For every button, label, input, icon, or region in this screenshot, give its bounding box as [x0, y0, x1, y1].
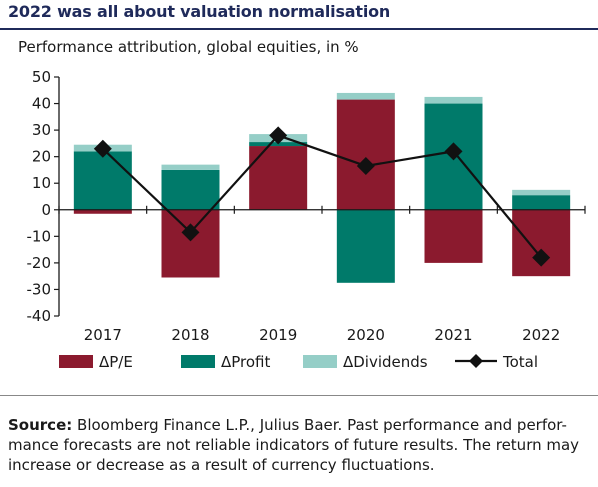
y-tick-label: 0	[41, 201, 51, 219]
bar-delta-pe-2019	[249, 146, 308, 210]
source-label: Source:	[8, 416, 73, 434]
bar-delta-dividends-2020	[336, 92, 395, 100]
bar-delta-dividends-2021	[424, 96, 483, 104]
x-tick-label: 2017	[84, 326, 122, 344]
x-tick-label: 2022	[522, 326, 560, 344]
source-note: Source: Bloomberg Finance L.P., Julius B…	[8, 415, 590, 475]
y-tick-label: 40	[32, 95, 51, 113]
x-tick-label: 2020	[347, 326, 385, 344]
bars-group	[73, 92, 571, 283]
bar-delta-dividends-2018	[161, 164, 220, 170]
y-tick-label: 10	[32, 174, 51, 192]
bar-delta-profit-2017	[73, 151, 132, 210]
legend-label: ΔP/E	[99, 353, 133, 371]
y-tick-label: 30	[32, 121, 51, 139]
y-tick-label: -10	[27, 227, 52, 245]
y-tick-label: -30	[27, 280, 52, 298]
x-tick-label: 2021	[434, 326, 472, 344]
x-tick-label: 2018	[171, 326, 209, 344]
total-line-group	[93, 126, 551, 267]
chart-title: 2022 was all about valuation normalisati…	[8, 2, 391, 21]
axes-group: 50 40 30 20 10 0 -10 -20 -30 -40 2017 2018 2019 2020 2…	[27, 68, 586, 344]
bar-delta-dividends-2022	[512, 189, 571, 196]
legend-label: ΔProfit	[221, 353, 271, 371]
source-text: Bloomberg Finance L.P., Julius Baer. Pas…	[8, 416, 580, 474]
bar-delta-profit-2022	[512, 195, 571, 210]
legend-label: ΔDividends	[343, 353, 428, 371]
total-marker-2022	[532, 248, 551, 267]
total-marker-2018	[181, 223, 200, 242]
total-marker-2021	[444, 142, 463, 161]
legend-swatch	[303, 355, 337, 368]
bar-delta-pe-2020	[336, 99, 395, 210]
legend: ΔP/E ΔProfit ΔDividends Total	[59, 353, 538, 371]
legend-label: Total	[502, 353, 538, 371]
legend-marker	[469, 354, 483, 368]
legend-swatch	[181, 355, 215, 368]
bar-delta-profit-2020	[336, 209, 395, 283]
title-rule	[0, 28, 598, 30]
bar-delta-pe-2018	[161, 209, 220, 278]
chart-subtitle: Performance attribution, global equities…	[18, 38, 359, 56]
bar-delta-pe-2017	[73, 209, 132, 214]
footer-divider	[0, 395, 598, 396]
legend-swatch	[59, 355, 93, 368]
total-marker-2019	[269, 126, 288, 145]
total-marker-2017	[93, 139, 112, 158]
total-line	[102, 134, 543, 259]
y-tick-label: 20	[32, 148, 51, 166]
x-tick-label: 2019	[259, 326, 297, 344]
y-tick-label: -40	[27, 307, 52, 325]
chart-svg: 50 40 30 20 10 0 -10 -20 -30 -40 2017 2018 2019 2020 2…	[27, 68, 586, 371]
y-tick-label: 50	[32, 68, 51, 86]
bar-delta-profit-2018	[161, 169, 220, 210]
bar-delta-pe-2021	[424, 209, 483, 263]
y-tick-label: -20	[27, 254, 52, 272]
total-marker-2020	[356, 156, 375, 175]
